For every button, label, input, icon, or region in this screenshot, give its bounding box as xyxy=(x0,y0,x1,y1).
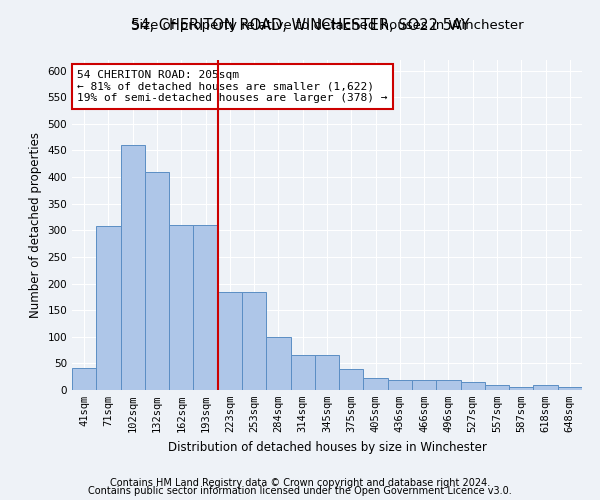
Bar xyxy=(121,145,145,390)
Bar xyxy=(290,356,315,390)
Bar xyxy=(266,337,290,390)
Text: 54, CHERITON ROAD, WINCHESTER, SO22 5AY: 54, CHERITON ROAD, WINCHESTER, SO22 5AY xyxy=(131,18,469,32)
Bar xyxy=(412,380,436,390)
Bar xyxy=(218,292,242,390)
Bar xyxy=(388,380,412,390)
Text: Contains public sector information licensed under the Open Government Licence v3: Contains public sector information licen… xyxy=(88,486,512,496)
Bar xyxy=(339,368,364,390)
Bar xyxy=(242,292,266,390)
Text: Contains HM Land Registry data © Crown copyright and database right 2024.: Contains HM Land Registry data © Crown c… xyxy=(110,478,490,488)
Bar xyxy=(509,388,533,390)
Bar xyxy=(193,225,218,390)
Bar xyxy=(96,226,121,390)
Bar xyxy=(436,380,461,390)
Title: Size of property relative to detached houses in Winchester: Size of property relative to detached ho… xyxy=(131,20,523,32)
Bar xyxy=(169,225,193,390)
Bar xyxy=(461,382,485,390)
X-axis label: Distribution of detached houses by size in Winchester: Distribution of detached houses by size … xyxy=(167,440,487,454)
Bar xyxy=(558,388,582,390)
Bar xyxy=(533,384,558,390)
Bar xyxy=(72,368,96,390)
Bar xyxy=(485,384,509,390)
Bar xyxy=(364,378,388,390)
Text: 54 CHERITON ROAD: 205sqm
← 81% of detached houses are smaller (1,622)
19% of sem: 54 CHERITON ROAD: 205sqm ← 81% of detach… xyxy=(77,70,388,103)
Y-axis label: Number of detached properties: Number of detached properties xyxy=(29,132,42,318)
Bar xyxy=(145,172,169,390)
Bar xyxy=(315,356,339,390)
